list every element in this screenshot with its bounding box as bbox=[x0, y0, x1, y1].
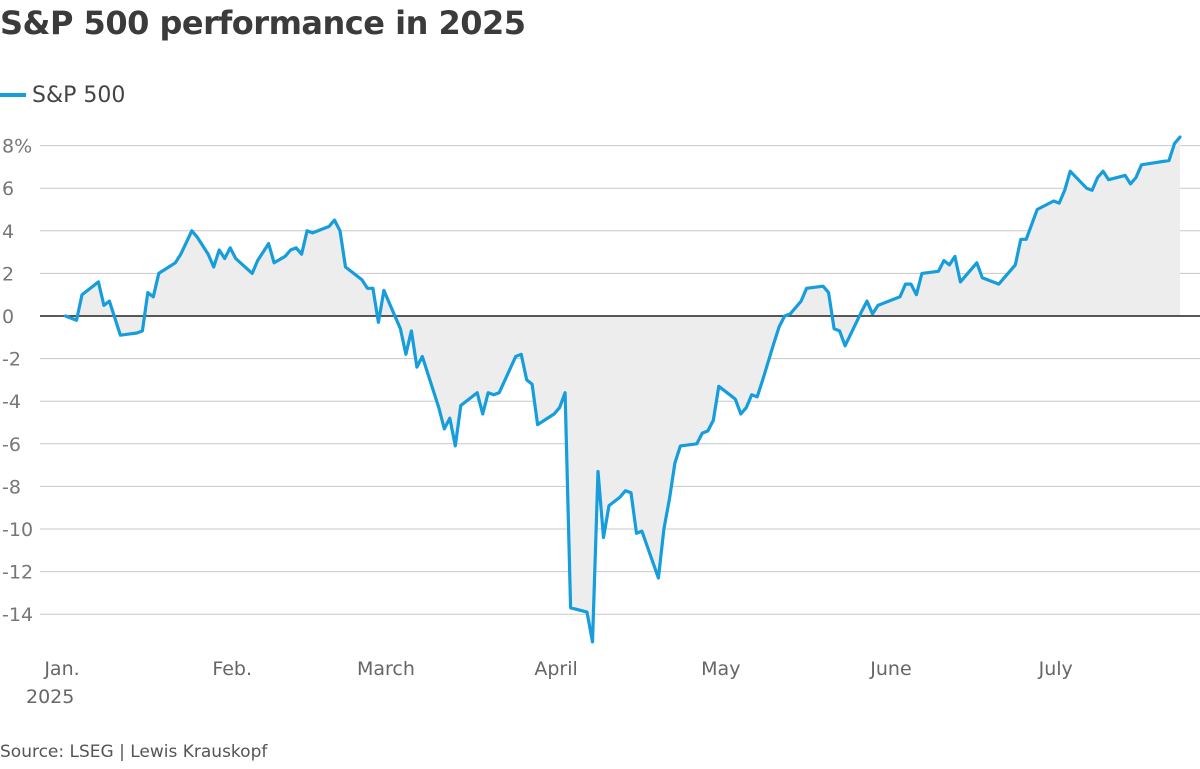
x-tick-label-2: March bbox=[357, 658, 415, 680]
x-axis: Jan. 2025 Feb. March April May June July bbox=[26, 658, 1073, 708]
y-tick-label-6: -4 bbox=[2, 391, 21, 413]
chart-title: S&P 500 performance in 2025 bbox=[0, 4, 526, 42]
y-tick-label-10: -12 bbox=[2, 562, 33, 584]
y-tick-label-8: -8 bbox=[2, 476, 21, 498]
y-tick-label-4: 0 bbox=[2, 306, 14, 328]
legend-swatch bbox=[0, 93, 26, 97]
x-tick-sublabel-0: 2025 bbox=[26, 686, 74, 708]
x-tick-label-1: Feb. bbox=[212, 658, 252, 680]
y-tick-label-0: 8% bbox=[2, 136, 32, 158]
x-tick-label-4: May bbox=[701, 658, 740, 680]
area-fill-sp500 bbox=[65, 137, 1180, 642]
legend-label-sp500: S&P 500 bbox=[32, 82, 126, 108]
x-tick-label-0: Jan. bbox=[43, 658, 79, 680]
y-tick-label-11: -14 bbox=[2, 604, 33, 626]
y-tick-label-2: 4 bbox=[2, 221, 14, 243]
y-tick-label-3: 2 bbox=[2, 263, 14, 285]
y-tick-label-1: 6 bbox=[2, 178, 14, 200]
series-line-sp500 bbox=[63, 135, 1182, 644]
x-tick-label-6: July bbox=[1038, 658, 1073, 680]
y-tick-label-5: -2 bbox=[2, 349, 21, 371]
y-axis: 8% 6 4 2 0 -2 -4 -6 -8 -10 -12 -14 bbox=[2, 136, 33, 627]
x-tick-label-3: April bbox=[534, 658, 577, 680]
y-tick-label-9: -10 bbox=[2, 519, 33, 541]
x-tick-label-5: June bbox=[869, 658, 911, 680]
y-tick-label-7: -6 bbox=[2, 434, 21, 456]
source-note: Source: LSEG | Lewis Krauskopf bbox=[0, 742, 268, 762]
chart-legend: S&P 500 bbox=[0, 80, 125, 110]
